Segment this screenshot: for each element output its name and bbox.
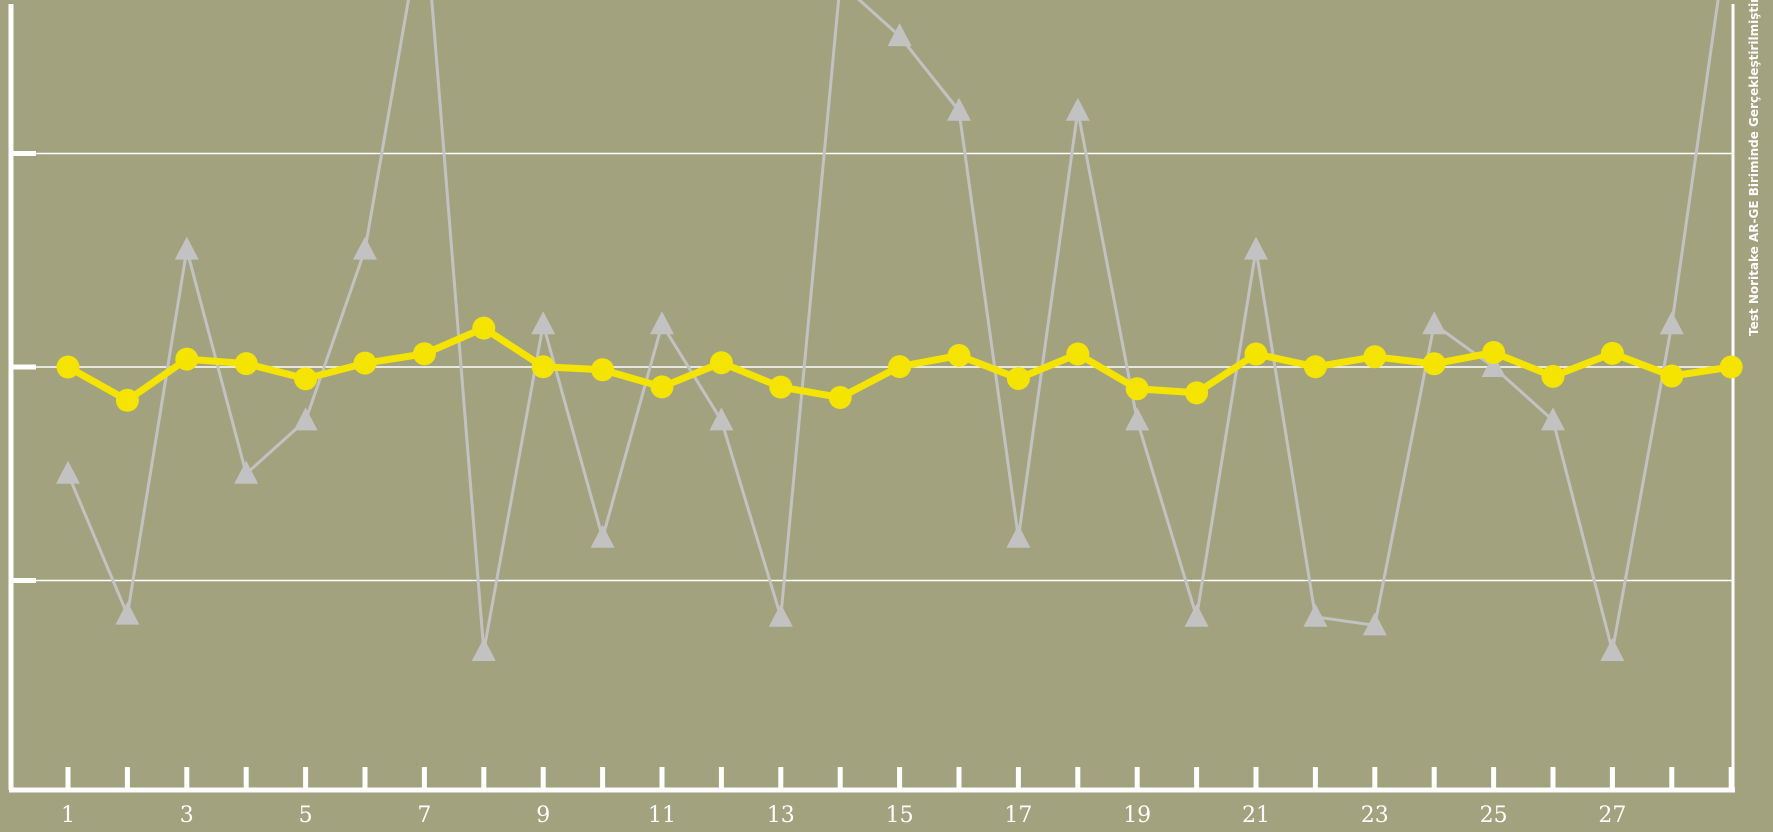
x-tick-label: 9 bbox=[536, 803, 550, 828]
data-point bbox=[1600, 637, 1625, 661]
data-point bbox=[768, 603, 793, 627]
data-point bbox=[1659, 311, 1684, 335]
data-point bbox=[174, 236, 199, 260]
data-point bbox=[1541, 364, 1565, 388]
data-point bbox=[1600, 341, 1624, 365]
data-point bbox=[887, 23, 912, 47]
data-point bbox=[294, 367, 318, 391]
data-point bbox=[234, 352, 258, 376]
data-point bbox=[590, 524, 615, 548]
x-tick-labels: 1 3 5 7 9 11 13 15 17 19 21 23 25 27 bbox=[61, 803, 1626, 828]
data-point bbox=[175, 347, 199, 371]
series-gray bbox=[56, 0, 1720, 661]
data-point bbox=[412, 342, 436, 366]
data-point bbox=[1244, 342, 1268, 366]
data-point bbox=[591, 358, 615, 382]
series-line bbox=[66, 0, 1720, 652]
grid-lines bbox=[11, 152, 1733, 582]
data-point bbox=[1422, 352, 1446, 376]
data-point bbox=[1185, 381, 1209, 405]
axes bbox=[8, 4, 1735, 793]
data-point bbox=[1244, 236, 1268, 260]
data-point bbox=[293, 407, 318, 431]
x-tick-label: 23 bbox=[1361, 803, 1389, 828]
data-point bbox=[947, 97, 971, 121]
data-point bbox=[650, 311, 674, 335]
data-point bbox=[1363, 345, 1387, 369]
data-point bbox=[888, 355, 912, 379]
x-tick-label: 11 bbox=[648, 803, 676, 828]
data-point bbox=[1125, 377, 1149, 401]
data-point bbox=[769, 375, 793, 399]
x-tick-label: 15 bbox=[886, 803, 914, 828]
x-tick-label: 19 bbox=[1123, 803, 1151, 828]
series-group bbox=[56, 0, 1743, 661]
data-point bbox=[1481, 354, 1506, 377]
data-point bbox=[1482, 340, 1506, 364]
side-note: Test Noritake AR-GE Biriminde Gerçekleşt… bbox=[1747, 0, 1761, 336]
data-point bbox=[709, 407, 734, 431]
data-point bbox=[1066, 342, 1090, 366]
x-tick-label: 13 bbox=[767, 803, 795, 828]
data-point bbox=[472, 316, 496, 340]
data-point bbox=[1660, 364, 1684, 388]
data-point bbox=[1303, 603, 1328, 627]
data-point bbox=[1541, 407, 1565, 431]
data-point bbox=[1303, 355, 1327, 379]
x-tick-label: 27 bbox=[1598, 803, 1626, 828]
data-point bbox=[828, 386, 852, 410]
x-tick-label: 5 bbox=[299, 803, 313, 828]
data-point bbox=[1006, 524, 1031, 548]
data-point bbox=[947, 343, 971, 367]
data-point bbox=[650, 375, 674, 399]
data-point bbox=[709, 351, 733, 375]
data-point bbox=[1184, 603, 1209, 627]
data-point bbox=[1422, 311, 1447, 335]
x-tick-label: 3 bbox=[180, 803, 194, 828]
data-point bbox=[353, 236, 377, 260]
x-tick-label: 1 bbox=[61, 803, 75, 828]
data-point bbox=[1125, 407, 1150, 431]
data-point bbox=[531, 311, 556, 335]
data-point bbox=[1362, 612, 1387, 636]
series-yellow bbox=[56, 316, 1743, 412]
x-tick-label: 7 bbox=[417, 803, 431, 828]
data-point bbox=[1065, 97, 1090, 121]
data-point bbox=[353, 351, 377, 375]
data-point bbox=[471, 637, 496, 661]
x-tick-label: 25 bbox=[1480, 803, 1508, 828]
x-tick-label: 21 bbox=[1242, 803, 1270, 828]
data-point bbox=[1719, 355, 1743, 379]
data-point bbox=[115, 388, 139, 412]
data-point bbox=[531, 355, 555, 379]
x-tick-label: 17 bbox=[1004, 803, 1032, 828]
data-point bbox=[115, 601, 140, 625]
data-point bbox=[1006, 367, 1030, 391]
data-point bbox=[56, 460, 80, 484]
data-point bbox=[234, 460, 259, 484]
x-ticks bbox=[65, 767, 1734, 790]
data-point bbox=[56, 355, 80, 379]
